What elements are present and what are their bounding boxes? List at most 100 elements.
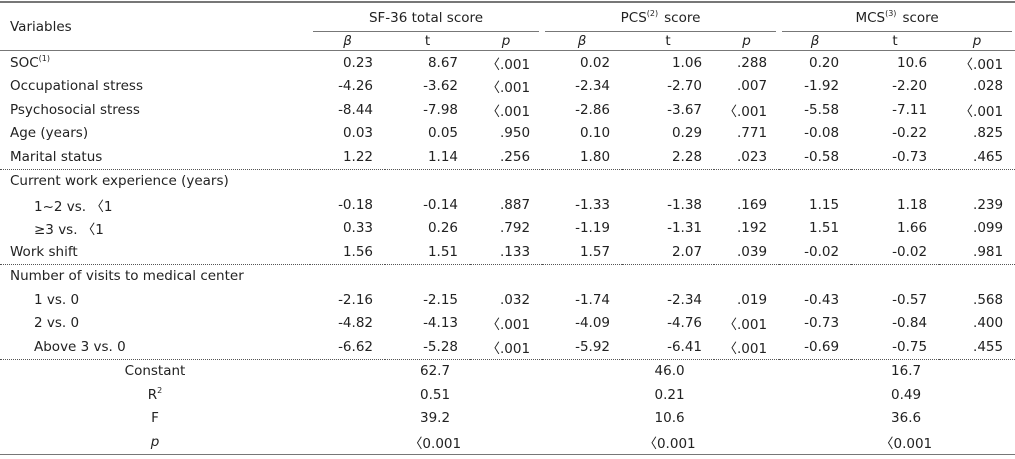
superscript: (2)	[646, 9, 659, 18]
data-row: 2 vs. 0 -4.82 -4.13 〈.001 -4.09 -4.76 〈.001 -0.…	[0, 312, 1015, 336]
cell: .032	[499, 291, 531, 308]
data-row: 1 vs. 0 -2.16 -2.15 .032 -1.74 -2.34 .019 -0.43…	[0, 288, 1015, 312]
cell: -2.16	[338, 291, 373, 308]
row-label: Psychosocial stress	[0, 98, 310, 122]
row-label: 2 vs. 0	[0, 312, 310, 336]
label-text: Age (years)	[10, 125, 89, 142]
row-label: ≥3 vs. 〈1	[0, 217, 310, 241]
cell: 1.80	[579, 148, 611, 165]
cell: .039	[737, 243, 768, 260]
cell: 1.51	[427, 243, 458, 260]
data-row: Above 3 vs. 0 -6.62 -5.28 〈.001 -5.92 -6.41 〈.…	[0, 335, 1015, 359]
group-header: PCS(2) score	[542, 1, 780, 33]
cell: -4.26	[338, 78, 373, 95]
stat-label: F	[0, 407, 310, 431]
data-row: Marital status 1.22 1.14 .256 1.80 2.28 .023 -0…	[0, 145, 1015, 169]
cell: 〈.001	[486, 103, 531, 120]
stat-row: Constant 62.7 46.0 16.7	[0, 358, 1015, 383]
stat-value: 〈0.001	[779, 430, 1015, 455]
subheader: t	[851, 32, 940, 51]
cell: -1.74	[575, 291, 611, 308]
stat-label: R2	[0, 383, 310, 407]
label-text: 1 vs. 0	[34, 291, 80, 308]
cell: -0.84	[892, 315, 928, 332]
cell: -2.15	[423, 291, 458, 308]
stat-value: 16.7	[779, 358, 1015, 383]
cell: 0.23	[342, 54, 373, 71]
cell: -1.19	[575, 220, 611, 237]
label-text: p	[150, 433, 160, 450]
label-text: SF-36 total score	[368, 9, 484, 26]
cell: 〈.001	[486, 80, 531, 97]
cell: -5.58	[804, 101, 840, 118]
cell: -5.92	[575, 338, 611, 355]
cell: -0.14	[423, 196, 458, 213]
stat-row: R2 0.51 0.21 0.49	[0, 383, 1015, 407]
cell: 〈.001	[723, 340, 768, 357]
cell: 1.22	[342, 148, 373, 165]
cell: .007	[737, 78, 768, 95]
cell: -6.62	[338, 338, 373, 355]
cell: .465	[973, 148, 1004, 165]
cell: .400	[973, 315, 1004, 332]
stat-value: 〈0.001	[542, 430, 780, 455]
cell: -0.57	[892, 291, 928, 308]
row-label: Occupational stress	[0, 75, 310, 99]
label-text: Number of visits to medical center	[10, 268, 244, 285]
stat-row: F 39.2 10.6 36.6	[0, 407, 1015, 431]
cell: .192	[737, 220, 768, 237]
stat-value: 36.6	[891, 410, 922, 427]
cell: .169	[737, 196, 768, 213]
label-text: Psychosocial stress	[10, 101, 140, 118]
group-label: SF-36 total score	[369, 10, 483, 26]
cell: 0.26	[427, 220, 458, 237]
subheader: β	[310, 32, 385, 51]
cell: 〈.001	[959, 56, 1004, 73]
cell: -0.43	[804, 291, 840, 308]
cell: 0.03	[342, 125, 373, 142]
cell: .950	[499, 125, 531, 142]
cell: .568	[973, 291, 1004, 308]
cell: -4.09	[575, 315, 611, 332]
cell: 0.20	[809, 54, 840, 71]
cell: -4.82	[338, 315, 373, 332]
label-text: Above 3 vs. 0	[34, 338, 126, 355]
data-row: SOC(1) 0.23 8.67 〈.001 0.02 1.06 .288 0.20 10.6 〈…	[0, 51, 1015, 75]
stat-value: 10.6	[654, 410, 685, 427]
cell: 1.66	[897, 220, 928, 237]
superscript: (3)	[885, 9, 897, 18]
cell: -0.75	[892, 338, 928, 355]
label-text: 2 vs. 0	[34, 315, 80, 332]
cell: -1.33	[575, 196, 611, 213]
group-label: PCS(2) score	[621, 9, 701, 26]
cell: -0.73	[804, 315, 840, 332]
label-text: Occupational stress	[10, 78, 143, 95]
cell: -0.22	[892, 125, 928, 142]
cell: 0.02	[579, 54, 611, 71]
cell: -0.18	[338, 196, 373, 213]
cell: 1.56	[342, 243, 373, 260]
row-label: Above 3 vs. 0	[0, 335, 310, 359]
stat-label: p	[0, 430, 310, 455]
subheader: β	[779, 32, 852, 51]
cell: .771	[737, 125, 768, 142]
row-label: 1~2 vs. 〈1	[0, 193, 310, 217]
stat-value: 62.7	[310, 358, 543, 383]
cell: .792	[499, 220, 531, 237]
subheader: β	[542, 32, 623, 51]
cell: 1.18	[897, 196, 928, 213]
cell: -7.11	[892, 101, 928, 118]
cell: 0.29	[671, 125, 703, 142]
cell: 1.51	[809, 220, 840, 237]
cell: -2.70	[667, 78, 703, 95]
cell: -8.44	[338, 101, 373, 118]
cell: 0.10	[579, 125, 611, 142]
cell: .887	[499, 196, 531, 213]
stat-value: 0.21	[654, 386, 685, 403]
cell: 0.05	[427, 125, 458, 142]
label-text: MCS	[855, 10, 886, 26]
superscript: 2	[157, 386, 163, 396]
cell: 8.67	[427, 54, 458, 71]
cell: -2.34	[667, 291, 703, 308]
